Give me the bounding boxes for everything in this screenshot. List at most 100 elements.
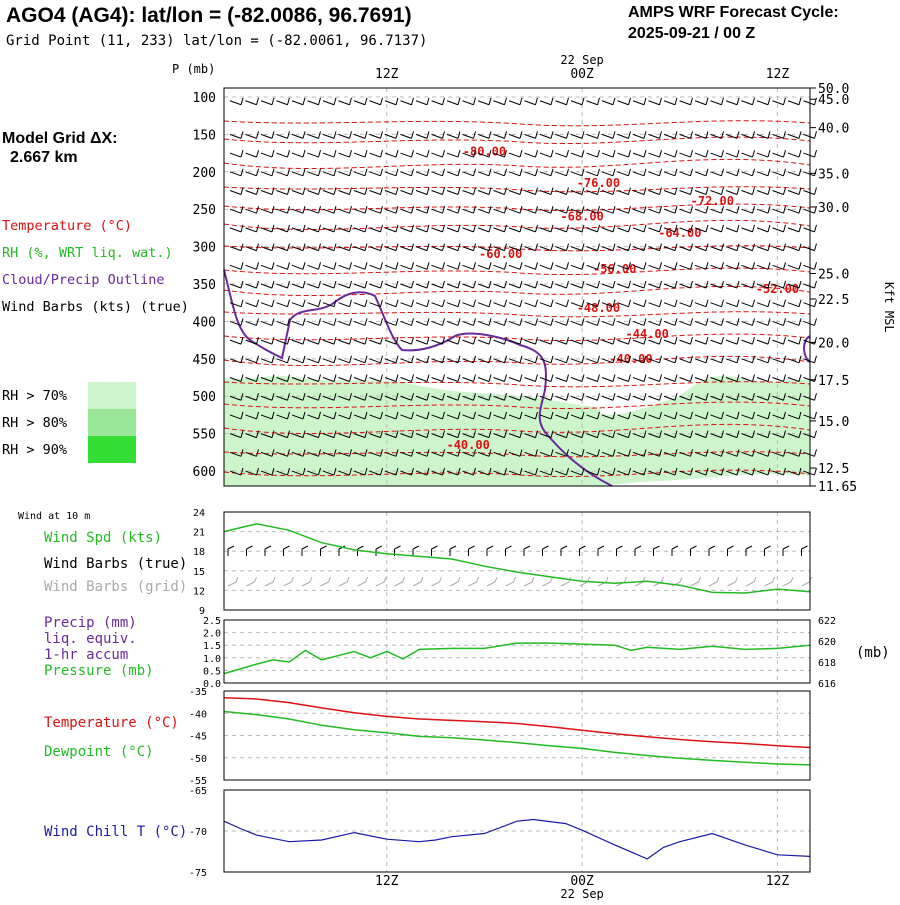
wind-barb: [632, 449, 647, 457]
wind-barb-grid: [449, 576, 461, 587]
wind-barb: [276, 131, 290, 139]
temperature-contour-11: [223, 355, 811, 366]
wind-barb: [384, 187, 399, 195]
wind-barb: [245, 449, 259, 457]
wind-barb: [663, 243, 678, 252]
wind-barb: [415, 393, 430, 401]
wind-barb: [353, 243, 368, 252]
wind-barb: [384, 243, 399, 252]
wind-barb: [431, 187, 445, 195]
wind-barb: [493, 411, 507, 420]
wind-barb: [710, 299, 724, 308]
wind-barb-grid: [523, 576, 535, 587]
temperature-contour-label-1: -76.00: [577, 176, 620, 190]
time-axis: 12Z 00Z 12Z 22 Sep 12Z 00Z 12Z 22 Sep: [375, 53, 789, 901]
cross-section-panel: 100 150 200 250 300 350 400 450 500 550 600 -80.00 -…: [172, 62, 896, 495]
wind-barb: [803, 131, 817, 139]
height-tick-11: 11.65: [818, 480, 857, 495]
wind-barb: [570, 206, 585, 214]
wind-barb: [570, 131, 585, 139]
wind-barb: [291, 467, 306, 476]
temperature-contour-3: [223, 186, 811, 193]
wind-barb: [679, 336, 693, 345]
chill-ytick-1: -70: [189, 827, 207, 838]
wind-barb: [679, 280, 693, 289]
wind-barb: [229, 243, 244, 252]
wind-barb: [477, 299, 492, 308]
wind-barb: [415, 336, 430, 345]
wind-barb: [694, 168, 709, 177]
wind-barb: [245, 467, 259, 476]
wind-barb: [291, 206, 306, 214]
wind-barb: [245, 262, 259, 270]
wind-barb: [570, 149, 585, 158]
wind-barb: [493, 449, 507, 457]
wind-barb: [539, 299, 554, 308]
wind-barb-true: [560, 545, 568, 556]
wind-barb-true: [264, 545, 272, 556]
wind-barb: [260, 467, 275, 476]
wind-barb: [710, 430, 724, 439]
wind-barb: [384, 393, 399, 401]
wind-panel-title: Wind at 10 m: [18, 511, 90, 522]
model-grid-label: Model Grid ΔX:: [2, 130, 118, 147]
wind-barb: [229, 97, 244, 106]
dewpoint-line: [223, 710, 811, 766]
wind-barb: [446, 355, 461, 364]
wind-barb: [539, 449, 554, 457]
wind-barb: [710, 318, 724, 326]
rh-swatch-2: [88, 436, 136, 463]
wind-barb: [555, 131, 569, 139]
wind-barb: [710, 262, 724, 270]
model-grid-value: 2.667 km: [10, 149, 78, 166]
wind-barb: [477, 467, 492, 476]
wind-barb: [291, 262, 306, 270]
wind-barb: [524, 430, 538, 439]
wind-barb: [679, 355, 693, 364]
wind-barb: [617, 243, 631, 252]
temperature-contour-8: [223, 285, 811, 296]
wind-barb: [803, 374, 817, 382]
height-axis-label: Kft MSL: [882, 282, 896, 333]
wind-barb: [477, 355, 492, 364]
wind-barb: [570, 97, 585, 106]
temperature-contour-label-9: -44.00: [626, 327, 669, 341]
wind-barb: [369, 224, 383, 233]
wind-barb-true: [283, 545, 290, 556]
wind-barb: [369, 430, 383, 439]
wind-barb: [632, 262, 647, 270]
pressure-axis-label: P (mb): [172, 62, 215, 76]
wind-barb: [725, 131, 740, 139]
wind-barb: [756, 280, 771, 289]
wind-barb: [787, 243, 802, 252]
wind-barb: [694, 262, 709, 270]
wind-barb: [229, 280, 244, 289]
wind-barb: [601, 411, 616, 420]
page-title: AGO4 (AG4): lat/lon = (-82.0086, 96.7691…: [6, 4, 412, 27]
wind-barb: [446, 97, 461, 106]
wind-barb: [384, 97, 399, 106]
wind-barb: [462, 449, 476, 457]
wind-barb: [648, 355, 662, 364]
wind-barb: [756, 97, 771, 106]
wind-barb: [307, 206, 321, 214]
wind-barb: [400, 262, 414, 270]
wind-barb-grid: [394, 576, 405, 587]
wind-barb: [229, 299, 244, 308]
wind-barb: [229, 206, 244, 214]
precip-pressure-panel: Precip (mm)liq. equiv.1-hr accumPressure…: [44, 615, 890, 690]
wind-barb: [415, 97, 430, 106]
wind-barb: [229, 430, 244, 439]
wind-barb: [431, 224, 445, 233]
height-tick-6: 22.5: [818, 293, 849, 308]
precip-panel-frame: [223, 619, 811, 684]
wind-barb: [431, 467, 445, 476]
wind-barb: [508, 168, 523, 177]
wind-barb: [353, 168, 368, 177]
wind-barb: [400, 355, 414, 364]
wind-barb: [229, 449, 244, 457]
wind-barb: [632, 187, 647, 195]
wind-barb: [245, 430, 259, 439]
wind-barb: [524, 168, 538, 177]
wind-barb: [322, 449, 337, 457]
